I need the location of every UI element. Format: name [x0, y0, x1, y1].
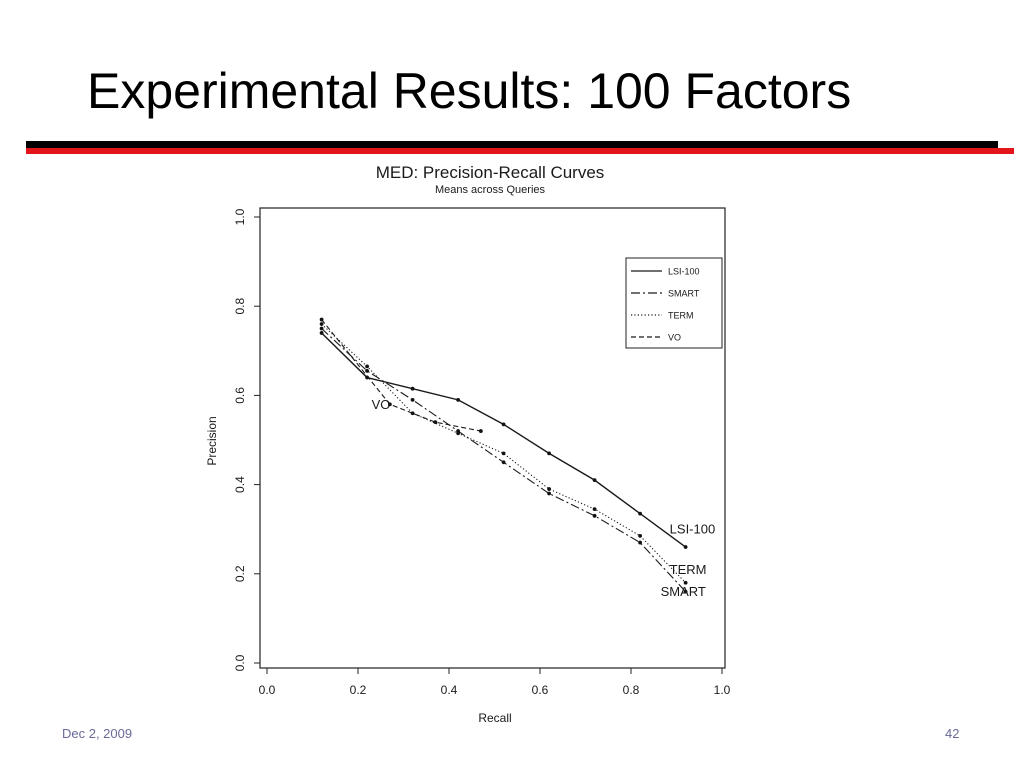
data-point	[683, 589, 688, 594]
data-point	[478, 429, 483, 433]
curve-label-term: TERM	[670, 562, 707, 577]
data-point	[592, 513, 597, 518]
series-smart	[319, 326, 688, 594]
data-point	[547, 451, 551, 456]
title-rule-accent	[26, 148, 1014, 154]
data-point	[319, 331, 324, 335]
x-tick-label: 0.8	[623, 683, 640, 697]
chart-title: MED: Precision-Recall Curves	[376, 163, 605, 182]
data-point	[501, 451, 506, 456]
y-tick-label: 0.6	[233, 387, 247, 404]
series-lsi-100	[319, 331, 688, 549]
data-point	[592, 478, 597, 483]
legend-label-vo: VO	[668, 333, 681, 343]
legend-label-smart: SMART	[668, 289, 700, 299]
x-tick-label: 0.2	[350, 683, 367, 697]
curve-label-vo: VO	[372, 397, 391, 412]
data-point	[501, 460, 506, 465]
data-point	[319, 326, 324, 331]
series-layer	[319, 317, 688, 594]
annotations: VO LSI-100 TERM SMART	[372, 397, 716, 599]
x-tick-label: 0.6	[532, 683, 549, 697]
data-point	[592, 507, 597, 512]
series-line-smart	[321, 328, 687, 593]
data-point	[365, 364, 369, 369]
chart-subtitle: Means across Queries	[435, 184, 546, 196]
data-point	[683, 545, 688, 549]
y-tick-label: 0.8	[233, 298, 247, 315]
legend: LSI-100 SMART TERM VO	[625, 257, 723, 349]
data-point	[547, 491, 551, 496]
title-rule-dark	[26, 141, 998, 148]
x-tick-label: 0.4	[441, 683, 458, 697]
series-vo	[319, 317, 483, 433]
data-point	[410, 397, 415, 402]
axes: 0.0 0.2 0.4 0.6 0.8 1.0 0.0 0.2 0.4 0.6 0.8 1.0	[233, 208, 731, 697]
curve-label-lsi-100: LSI-100	[670, 522, 716, 537]
legend-box	[625, 257, 723, 349]
data-point	[501, 422, 506, 427]
x-axis-label: Recall	[478, 711, 511, 725]
data-point	[638, 540, 642, 545]
y-tick-label: 0.4	[233, 476, 247, 493]
legend-label-term: TERM	[668, 311, 694, 321]
footer-date: Dec 2, 2009	[62, 726, 133, 741]
legend-label-lsi-100: LSI-100	[668, 267, 700, 277]
data-point	[387, 402, 392, 407]
x-tick-label: 1.0	[714, 683, 731, 697]
y-tick-label: 0.2	[233, 565, 247, 582]
x-tick-label: 0.0	[259, 683, 276, 697]
data-point	[638, 533, 642, 538]
slide-title: Experimental Results: 100 Factors	[87, 63, 852, 119]
series-line-lsi-100	[321, 332, 687, 548]
data-point	[319, 322, 324, 326]
series-line-vo	[321, 319, 481, 432]
data-point	[547, 487, 551, 491]
data-point	[433, 420, 438, 425]
data-point	[683, 580, 688, 585]
y-axis-label: Precision	[205, 416, 219, 465]
data-point	[365, 368, 369, 373]
curve-label-smart: SMART	[661, 584, 706, 599]
data-point	[319, 317, 324, 322]
data-point	[456, 431, 460, 436]
y-tick-label: 1.0	[233, 208, 247, 225]
plot-frame	[259, 207, 726, 669]
series-term	[319, 322, 688, 585]
data-point	[456, 397, 460, 402]
y-tick-label: 0.0	[233, 654, 247, 671]
page-number: 42	[945, 726, 960, 741]
data-point	[410, 386, 415, 391]
data-point	[638, 511, 642, 516]
